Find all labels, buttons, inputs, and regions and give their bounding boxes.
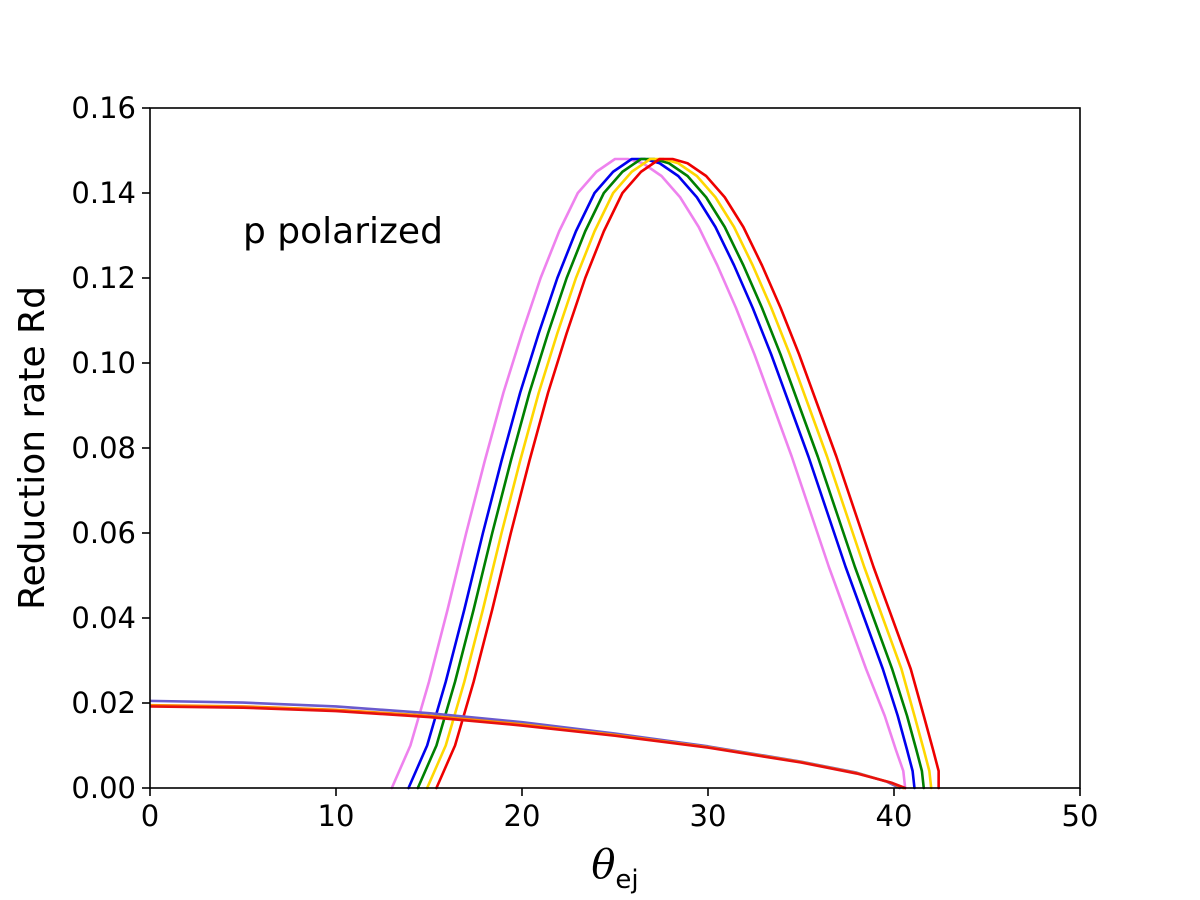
y-tick-label: 0.04 <box>71 601 136 635</box>
ticks-layer: 0 10 20 30 40 50 0.00 0.02 0.04 0.06 0.08 0.10 0.12 0… <box>71 91 1098 833</box>
x-tick-label: 10 <box>318 799 355 833</box>
series-line-4 <box>425 157 933 790</box>
y-tick-label: 0.16 <box>71 91 136 125</box>
x-axis-label-symbol: θ <box>591 842 615 888</box>
x-tick-label: 50 <box>1062 799 1099 833</box>
annotation-polarization: p polarized <box>243 211 443 252</box>
series-line-1 <box>390 157 907 790</box>
series-line-5 <box>435 157 940 790</box>
y-tick-label: 0.14 <box>71 176 136 210</box>
y-axis-label: Reduction rate Rd <box>12 286 53 610</box>
y-tick-label: 0.12 <box>71 261 136 295</box>
series-layer <box>150 157 940 790</box>
y-tick-label: 0.06 <box>71 516 136 550</box>
series-line-8 <box>150 705 907 790</box>
x-tick-label: 0 <box>141 799 159 833</box>
series-line-6 <box>150 699 901 790</box>
series-line-7 <box>150 703 905 790</box>
y-tick-label: 0.08 <box>71 431 136 465</box>
y-tick-label: 0.10 <box>71 346 136 380</box>
series-line-3 <box>416 157 926 790</box>
y-tick-label: 0.02 <box>71 686 136 720</box>
series-line-2 <box>407 157 916 790</box>
x-axis-label: θej <box>591 842 638 895</box>
x-tick-label: 40 <box>876 799 913 833</box>
x-tick-label: 30 <box>690 799 727 833</box>
y-tick-label: 0.00 <box>71 771 136 805</box>
x-tick-label: 20 <box>504 799 541 833</box>
x-axis-label-subscript: ej <box>615 865 638 895</box>
